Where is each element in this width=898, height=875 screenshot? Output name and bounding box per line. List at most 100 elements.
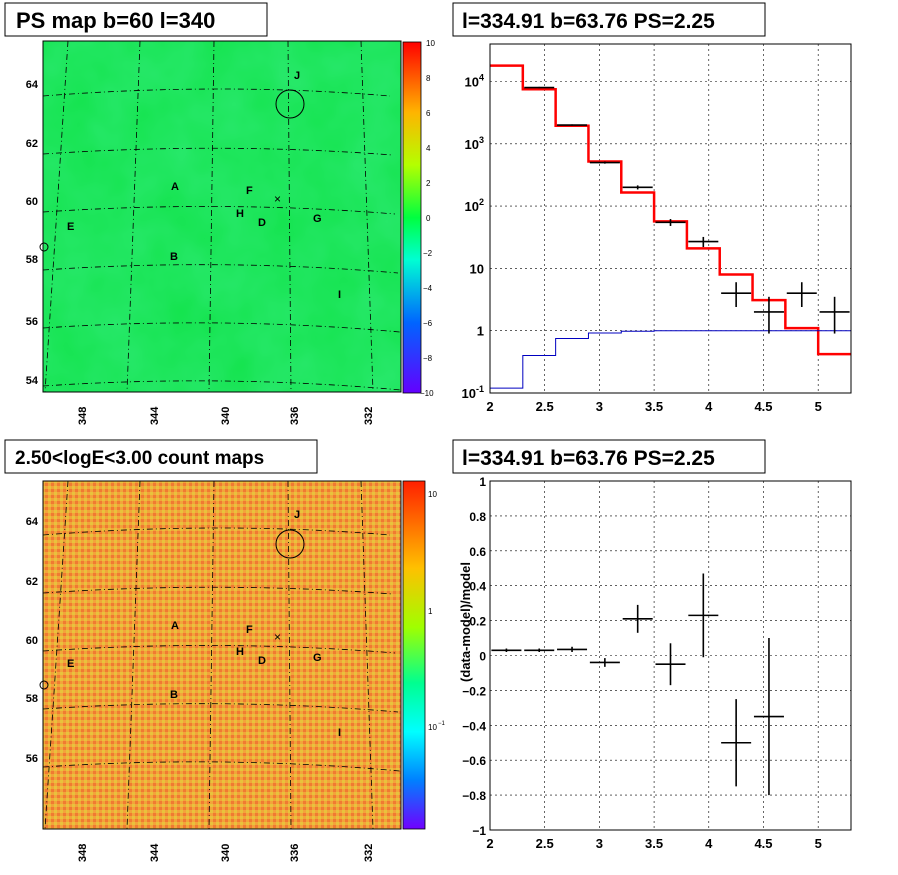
source-label-a: A (171, 620, 179, 632)
spectrum-ytick-label: 103 (465, 135, 484, 152)
source-label-f: F (246, 624, 253, 636)
residual-axes: 2 2.5 3 3.5 4 4.5 5 1 0.8 0.6 0.4 0.2 0 −0.2 −0.4 −0.6 −… (462, 475, 822, 851)
count-map-grid-lines (42, 480, 401, 830)
source-label-g: G (313, 213, 322, 225)
count-map-colorbar-ticks: 10 1 10 −1 (428, 490, 446, 732)
colorbar-tick-exponent: −1 (438, 721, 446, 727)
count-map-xtick: 344 (149, 843, 161, 862)
spectrum-grid (489, 44, 851, 394)
ps-map-xtick: 344 (149, 406, 161, 425)
spectrum-xtick-label: 2.5 (536, 399, 554, 414)
count-cross-marker: × (274, 630, 281, 644)
ps-map-ytick: 62 (26, 138, 38, 150)
residual-ytick-label: −0.6 (462, 754, 486, 768)
source-label-d: D (258, 217, 266, 229)
spectrum-title-box (452, 2, 766, 37)
colorbar-tick: 10 (428, 723, 437, 732)
count-map-xtick: 336 (289, 844, 301, 862)
count-map-ytick: 58 (26, 693, 38, 705)
count-map-ytick: 56 (26, 753, 38, 765)
count-map-y-axis: 64 62 60 58 56 (26, 516, 39, 765)
count-source-j-circle (275, 529, 305, 559)
count-map-xtick: 332 (363, 844, 375, 862)
residual-ytick-label: −0.2 (462, 684, 486, 698)
colorbar-tick: 1 (428, 607, 433, 616)
ps-map-ytick: 54 (26, 375, 39, 387)
residual-xtick-label: 5 (815, 836, 822, 851)
count-map-xtick: 348 (77, 844, 89, 862)
source-label-h: H (236, 646, 244, 658)
colorbar-tick: −6 (423, 319, 433, 328)
ps-map-xtick: 332 (363, 407, 375, 425)
ps-map-ytick: 60 (26, 196, 38, 208)
source-label-d: D (258, 655, 266, 667)
count-map-ytick: 60 (26, 635, 38, 647)
count-map-image (43, 481, 401, 829)
colorbar-tick: −10 (420, 389, 434, 398)
ps-map-xtick: 340 (220, 407, 232, 425)
ps-map-x-axis: 348 344 340 336 332 (77, 406, 375, 425)
edge-marker (39, 242, 49, 252)
count-map-title-box (4, 439, 318, 474)
colorbar-tick: −2 (423, 249, 433, 258)
colorbar-tick: −8 (423, 354, 433, 363)
residual-marks (491, 573, 784, 796)
source-label-b: B (170, 251, 178, 263)
ps-map-texture (43, 41, 401, 392)
spectrum-step-series-0 (490, 64, 851, 356)
colorbar-tick: 6 (426, 109, 431, 118)
count-map-title: 2.50<logE<3.00 count maps (15, 448, 264, 469)
ps-map-y-axis: 64 62 60 58 56 54 (26, 79, 39, 387)
ps-map-source-labels: J A F H D G E B I (67, 70, 341, 301)
spectrum-ytick-label: 10 (470, 261, 484, 276)
residual-xtick-label: 4 (705, 836, 713, 851)
ps-cross-marker: × (274, 192, 281, 206)
colorbar-tick: 2 (426, 179, 431, 188)
source-label-j: J (294, 509, 300, 521)
residual-panel: l=334.91 b=63.76 PS=2.25 2 2.5 3 3.5 4 4.5 5 1 0… (452, 439, 852, 851)
spectrum-marks (490, 64, 851, 389)
colorbar-tick: 10 (426, 39, 435, 48)
spectrum-ytick-label: 104 (465, 73, 484, 90)
count-map-frame (42, 480, 402, 830)
ps-map-colorbar (402, 41, 422, 394)
residual-ytick-label: 0.6 (469, 545, 486, 559)
count-map-colorbar (402, 480, 426, 830)
ps-map-colorbar-ticks: 10 8 6 4 2 0 −2 −4 −6 −8 −10 (420, 39, 435, 398)
spectrum-ytick-label: 102 (465, 197, 484, 214)
count-map-panel: 2.50<logE<3.00 count maps × J A F H D G … (4, 439, 446, 862)
source-label-g: G (313, 652, 322, 664)
residual-ytick-label: 0.4 (469, 580, 486, 594)
spectrum-xtick-label: 4.5 (754, 399, 772, 414)
spectrum-xtick-label: 4 (705, 399, 713, 414)
ps-map-ytick: 56 (26, 316, 38, 328)
ps-map-title-box (4, 2, 268, 37)
colorbar-tick: 10 (428, 490, 437, 499)
source-label-a: A (171, 181, 179, 193)
colorbar-tick: 0 (426, 214, 431, 223)
spectrum-step-series-1 (490, 330, 851, 389)
spectrum-xtick-label: 3 (596, 399, 603, 414)
ps-map-xtick: 348 (77, 407, 89, 425)
count-map-source-labels: J A F H D G E B I (67, 509, 341, 739)
spectrum-axes: 2 2.5 3 3.5 4 4.5 5 10-1 1 10 102 103 104 (462, 73, 822, 414)
residual-ylabel: (data-model)/model (458, 562, 473, 682)
residual-ytick-label: −0.4 (462, 719, 486, 733)
ps-map-ytick: 64 (26, 79, 39, 91)
colorbar-tick: −4 (423, 284, 433, 293)
ps-map-frame (42, 40, 402, 393)
source-label-h: H (236, 208, 244, 220)
residual-ytick-label: −1 (472, 824, 486, 838)
source-label-j: J (294, 70, 300, 82)
source-label-f: F (246, 185, 253, 197)
source-label-b: B (170, 689, 178, 701)
residual-title-box (452, 439, 766, 474)
spectrum-panel: l=334.91 b=63.76 PS=2.25 2 2.5 3 3.5 4 4.5 5 10… (452, 2, 852, 414)
source-label-e: E (67, 221, 74, 233)
source-j-circle (275, 89, 305, 119)
spectrum-ytick-label: 1 (477, 324, 484, 339)
count-edge-marker (39, 680, 49, 690)
count-map-x-axis: 348 344 340 336 332 (77, 843, 375, 862)
residual-xtick-label: 2 (486, 836, 493, 851)
